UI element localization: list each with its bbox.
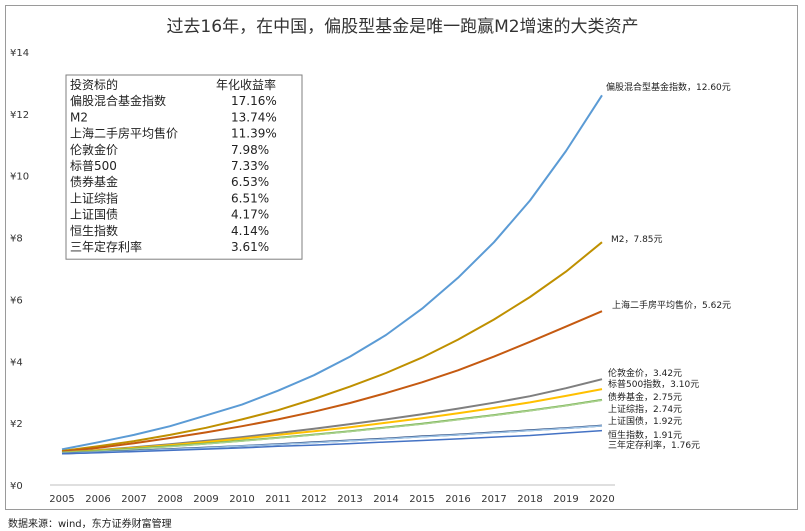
x-tick-label: 2011 (265, 494, 290, 505)
series-end-label: 上证国债，1.92元 (608, 415, 682, 427)
x-tick-label: 2009 (193, 494, 218, 505)
series-end-label: 偏股混合型基金指数，12.60元 (606, 81, 731, 93)
table-cell-return: 6.53% (231, 175, 269, 189)
table-cell-asset: 上证综指 (70, 190, 118, 205)
series-line (61, 429, 603, 455)
table-cell-asset: 上证国债 (70, 208, 118, 222)
table-cell-asset: M2 (70, 110, 88, 124)
data-source-note: 数据来源：wind，东方证券财富管理 (8, 519, 172, 530)
series-line (61, 310, 603, 453)
x-tick-label: 2007 (121, 494, 146, 505)
y-tick-label: ¥8 (10, 234, 23, 245)
x-tick-label: 2010 (229, 494, 254, 505)
table-cell-return: 6.51% (231, 191, 269, 205)
table-cell-return: 4.14% (231, 224, 269, 238)
x-tick-label: 2018 (517, 494, 542, 505)
table-cell-asset: 偏股混合基金指数 (70, 93, 166, 108)
y-tick-label: ¥10 (10, 172, 29, 183)
x-tick-label: 2008 (157, 494, 182, 505)
x-tick-label: 2014 (373, 494, 398, 505)
table-cell-asset: 标普500 (70, 159, 117, 173)
series-end-label: M2，7.85元 (611, 235, 663, 245)
series-end-label: 恒生指数，1.91元 (608, 429, 682, 441)
returns-table (65, 74, 303, 260)
series-end-label: 上证综指，2.74元 (608, 403, 682, 415)
series-end-label: 上海二手房平均售价，5.62元 (612, 299, 731, 311)
x-tick-label: 2005 (49, 494, 74, 505)
chart-title: 过去16年，在中国，偏股型基金是唯一跑赢M2增速的大类资产 (166, 17, 639, 37)
series-line (61, 399, 603, 454)
chart-frame (5, 5, 798, 510)
table-cell-return: 13.74% (231, 110, 277, 124)
x-tick-label: 2015 (409, 494, 434, 505)
table-cell-asset: 三年定存利率 (70, 239, 142, 254)
series-line (61, 425, 603, 455)
table-cell-return: 4.17% (231, 208, 269, 222)
x-tick-label: 2013 (337, 494, 362, 505)
y-tick-label: ¥12 (10, 110, 29, 121)
x-tick-label: 2012 (301, 494, 326, 505)
series-line (61, 94, 603, 451)
series-end-label: 伦敦金价，3.42元 (608, 367, 682, 379)
table-cell-return: 7.98% (231, 143, 269, 157)
table-header-asset: 投资标的 (70, 77, 118, 92)
y-tick-label: ¥0 (10, 481, 23, 492)
y-tick-label: ¥4 (10, 357, 23, 368)
series-line (61, 388, 603, 454)
x-tick-label: 2019 (553, 494, 578, 505)
table-header-return: 年化收益率 (216, 77, 276, 92)
y-tick-label: ¥2 (10, 419, 23, 430)
y-tick-label: ¥14 (10, 48, 29, 59)
series-end-label: 债券基金，2.75元 (608, 391, 682, 403)
x-tick-label: 2017 (481, 494, 506, 505)
table-cell-asset: 上海二手房平均售价 (70, 126, 178, 141)
table-cell-return: 3.61% (231, 240, 269, 254)
table-cell-asset: 债券基金 (70, 174, 118, 189)
table-cell-return: 7.33% (231, 159, 269, 173)
series-end-label: 标普500指数，3.10元 (608, 378, 699, 390)
x-tick-label: 2016 (445, 494, 470, 505)
x-tick-label: 2006 (85, 494, 110, 505)
series-end-label: 三年定存利率，1.76元 (608, 439, 700, 451)
table-cell-asset: 恒生指数 (70, 223, 118, 238)
series-line (61, 241, 603, 452)
x-tick-label: 2020 (589, 494, 614, 505)
table-cell-asset: 伦敦金价 (70, 142, 118, 157)
table-cell-return: 17.16% (231, 94, 277, 108)
table-cell-return: 11.39% (231, 127, 277, 141)
y-tick-label: ¥6 (10, 295, 23, 306)
